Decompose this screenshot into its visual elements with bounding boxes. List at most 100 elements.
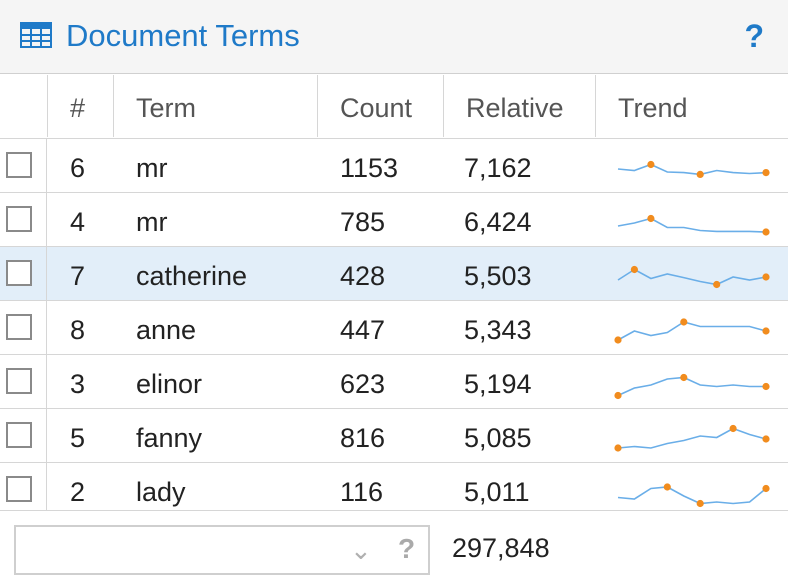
trend-line (617, 163, 767, 176)
cell-count: 428 (340, 261, 386, 291)
cell-term: lady (136, 477, 186, 507)
column-header-trend[interactable]: Trend (595, 75, 788, 137)
cell-count: 816 (340, 423, 386, 453)
row-checkbox[interactable] (6, 152, 32, 178)
trend-sparkline[interactable] (612, 199, 772, 241)
table-row[interactable]: 4 mr 785 6,424 (0, 192, 788, 247)
trend-marker (762, 228, 770, 236)
cell-relative: 5,503 (464, 261, 532, 291)
cell-relative: 7,162 (464, 153, 532, 183)
trend-line (617, 376, 766, 397)
cell-term: mr (136, 153, 168, 183)
trend-marker (696, 499, 704, 508)
trend-marker (614, 391, 622, 400)
cell-count: 785 (340, 207, 386, 237)
trend-marker (647, 160, 655, 169)
column-divider (46, 409, 47, 463)
cell-number: 8 (70, 315, 86, 345)
trend-sparkline[interactable] (612, 361, 772, 403)
trend-sparkline[interactable] (612, 307, 772, 349)
trend-marker (762, 435, 770, 443)
cell-term: mr (136, 207, 168, 237)
cell-count: 447 (340, 315, 386, 345)
total-tokens: 297,848 (452, 533, 550, 563)
chevron-down-icon[interactable]: ⌄ (350, 535, 372, 565)
trend-marker (762, 169, 770, 177)
trend-sparkline[interactable] (612, 415, 772, 457)
cell-relative: 5,343 (464, 315, 532, 345)
cell-number: 3 (70, 369, 86, 399)
table-icon (20, 22, 52, 48)
column-header-term[interactable]: Term (113, 75, 317, 137)
column-divider (46, 193, 47, 247)
trend-line (617, 321, 767, 341)
trend-sparkline[interactable] (612, 469, 772, 510)
cell-relative: 5,085 (464, 423, 532, 453)
cell-count: 623 (340, 369, 386, 399)
trend-marker (647, 214, 655, 223)
trend-marker (729, 424, 737, 433)
trend-marker (762, 327, 770, 335)
trend-marker (614, 336, 622, 344)
trend-marker (680, 373, 688, 382)
cell-number: 7 (70, 261, 86, 291)
cell-count: 1153 (340, 153, 399, 183)
column-header-relative[interactable]: Relative (443, 75, 595, 137)
table-row[interactable]: 5 fanny 816 5,085 (0, 408, 788, 463)
column-header-count[interactable]: Count (317, 75, 443, 137)
table-row[interactable]: 2 lady 116 5,011 (0, 462, 788, 510)
row-checkbox[interactable] (6, 260, 32, 286)
table-row[interactable]: 3 elinor 623 5,194 (0, 354, 788, 409)
trend-line (617, 217, 767, 233)
cell-term: fanny (136, 423, 203, 453)
cell-count: 116 (340, 477, 384, 507)
cell-relative: 6,424 (464, 207, 532, 237)
trend-marker (762, 382, 770, 391)
trend-marker (713, 280, 721, 289)
cell-term: elinor (136, 369, 203, 399)
trend-marker (614, 444, 622, 452)
trend-line (617, 427, 767, 449)
column-divider (46, 139, 47, 193)
panel-header: Document Terms ? (0, 0, 788, 74)
cell-relative: 5,011 (464, 477, 530, 507)
cell-number: 6 (70, 153, 86, 183)
cell-term: catherine (136, 261, 248, 291)
select-all-column-header[interactable] (0, 75, 47, 137)
table-footer: ⌄ ? 297,848 (0, 510, 788, 577)
table-header: # Term Count Relative Trend (0, 75, 788, 137)
terms-table-body: 6 mr 1153 7,162 4 mr 785 6,424 7 catherine 428 5,50… (0, 138, 788, 510)
column-divider (46, 463, 47, 510)
cell-number: 5 (70, 423, 86, 453)
table-row[interactable]: 6 mr 1153 7,162 (0, 138, 788, 193)
row-checkbox[interactable] (6, 476, 32, 502)
trend-marker (630, 265, 638, 274)
trend-sparkline[interactable] (612, 253, 772, 295)
column-divider (46, 301, 47, 355)
trend-line (617, 486, 767, 505)
column-divider (46, 355, 47, 409)
cell-number: 2 (70, 477, 86, 507)
column-divider (46, 247, 47, 301)
trend-sparkline[interactable] (612, 145, 772, 187)
help-icon[interactable]: ? (398, 533, 416, 564)
row-checkbox[interactable] (6, 368, 32, 394)
row-checkbox[interactable] (6, 314, 32, 340)
row-checkbox[interactable] (6, 422, 32, 448)
trend-marker (663, 483, 671, 491)
trend-marker (680, 318, 688, 326)
cell-term: anne (136, 315, 197, 345)
panel-title: Document Terms (66, 18, 300, 53)
table-row[interactable]: 8 anne 447 5,343 (0, 300, 788, 355)
table-row[interactable]: 7 catherine 428 5,503 (0, 246, 788, 301)
cell-relative: 5,194 (464, 369, 532, 399)
help-icon[interactable]: ? (744, 18, 764, 54)
corpus-select-dropdown[interactable]: ⌄ ? (14, 525, 430, 575)
column-header-number[interactable]: # (47, 75, 113, 137)
row-checkbox[interactable] (6, 206, 32, 232)
cell-number: 4 (70, 207, 86, 237)
trend-marker (762, 273, 770, 281)
trend-line (617, 268, 767, 286)
trend-marker (762, 484, 770, 493)
trend-marker (696, 170, 704, 178)
